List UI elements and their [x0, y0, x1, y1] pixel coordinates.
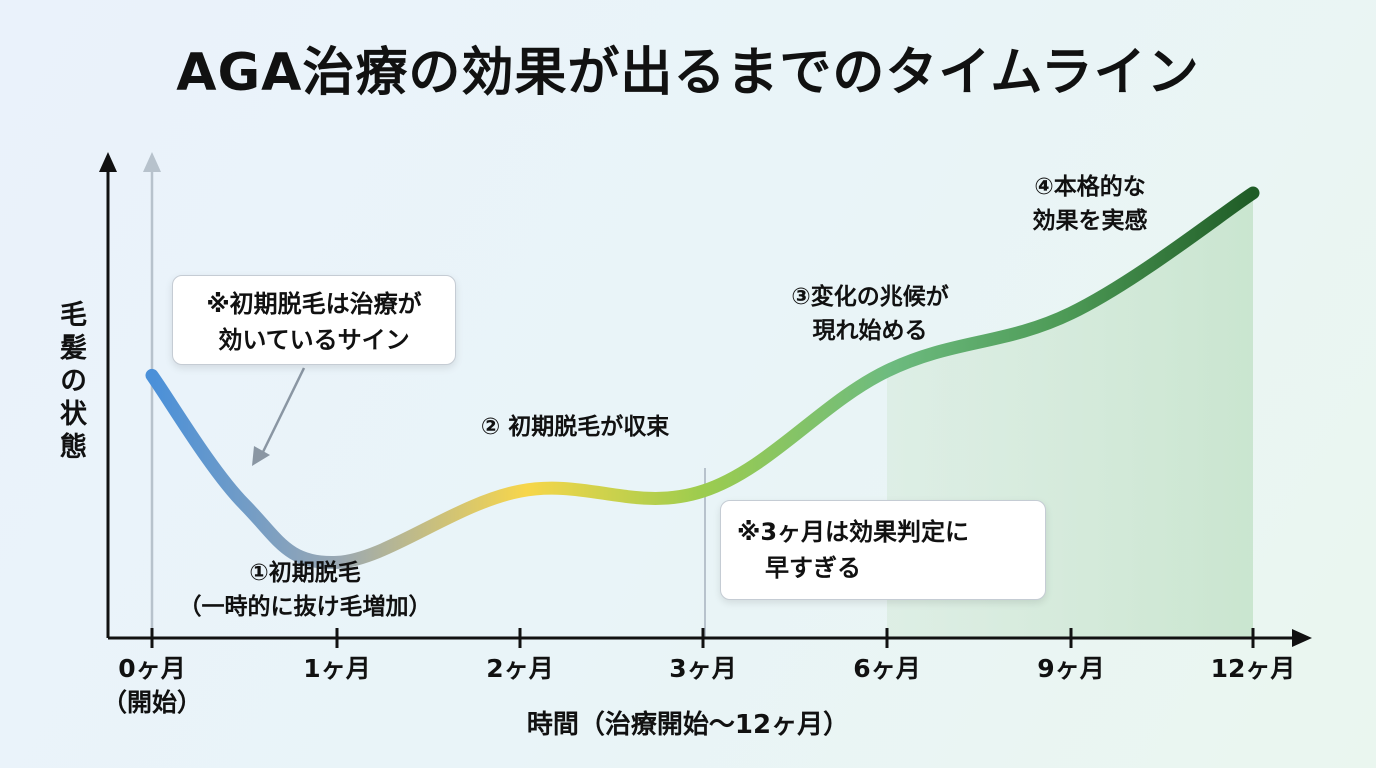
- x-tick-5: 9ヶ月: [1011, 652, 1131, 686]
- x-tick-label: 12ヶ月: [1210, 654, 1296, 683]
- axes: [99, 152, 1312, 648]
- x-tick-label: 1ヶ月: [303, 654, 371, 683]
- callout-pointer-line: [260, 367, 306, 455]
- callout-line: ※初期脱毛は治療が: [206, 290, 422, 318]
- callout-line: 早すぎる: [765, 554, 861, 582]
- x-tick-0: 0ヶ月 （開始）: [92, 652, 212, 720]
- x-tick-6: 12ヶ月: [1193, 652, 1313, 686]
- x-tick-label: 9ヶ月: [1037, 654, 1105, 683]
- annotation-line: ② 初期脱毛が収束: [480, 414, 670, 440]
- x-tick-label: 6ヶ月: [853, 654, 921, 683]
- annotation-line: ④本格的な: [1034, 174, 1146, 200]
- x-tick-label: 2ヶ月: [486, 654, 554, 683]
- annotation-initial-shedding: ①初期脱毛 （一時的に抜け毛増加）: [150, 556, 460, 624]
- annotation-line: （一時的に抜け毛増加）: [178, 594, 432, 620]
- callout-3-months-too-early: ※3ヶ月は効果判定に 早すぎる: [720, 500, 1046, 600]
- x-axis-label: 時間（治療開始〜12ヶ月）: [526, 710, 850, 740]
- x-tick-label: 3ヶ月: [669, 654, 737, 683]
- annotation-signs-of-change: ③変化の兆候が 現れ始める: [760, 280, 980, 348]
- x-tick-label: 0ヶ月: [118, 654, 186, 683]
- hair-condition-curve: [145, 186, 1260, 569]
- callout-pointer-arrowhead: [252, 446, 270, 466]
- start-guide-arrowhead: [143, 152, 161, 172]
- annotation-line: 効果を実感: [1032, 208, 1148, 234]
- x-axis-arrowhead: [1292, 629, 1312, 647]
- annotation-line: ③変化の兆候が: [791, 284, 949, 310]
- x-tick-4: 6ヶ月: [827, 652, 947, 686]
- callout-line: ※3ヶ月は効果判定に: [737, 518, 970, 546]
- annotation-line: ①初期脱毛: [249, 560, 361, 586]
- x-tick-sublabel: （開始）: [101, 688, 202, 717]
- y-axis-label: 毛髪の状態: [55, 300, 86, 465]
- x-tick-2: 2ヶ月: [460, 652, 580, 686]
- x-tick-3: 3ヶ月: [643, 652, 763, 686]
- annotation-line: 現れ始める: [812, 318, 928, 344]
- y-axis-arrowhead: [99, 152, 117, 172]
- callout-line: 効いているサイン: [218, 326, 410, 354]
- page-title: AGA治療の効果が出るまでのタイムライン: [176, 43, 1200, 103]
- annotation-shedding-subsides: ② 初期脱毛が収束: [440, 410, 710, 444]
- annotation-full-effect: ④本格的な 効果を実感: [1000, 170, 1180, 238]
- x-tick-1: 1ヶ月: [277, 652, 397, 686]
- callout-initial-shedding-sign: ※初期脱毛は治療が 効いているサイン: [172, 275, 456, 365]
